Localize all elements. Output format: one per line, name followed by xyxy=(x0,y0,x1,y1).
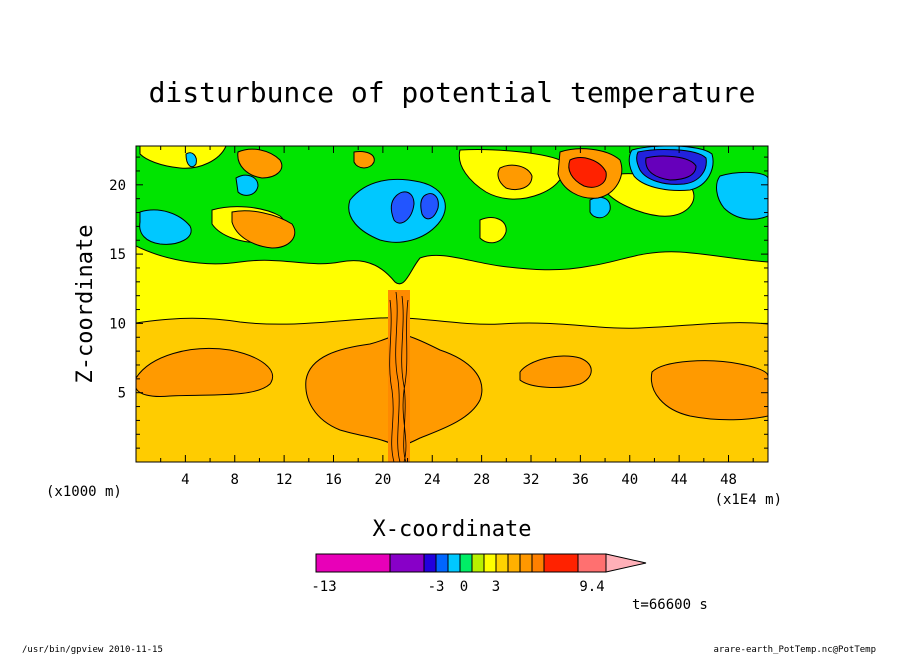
colorbar-arrow xyxy=(605,553,647,573)
colorbar-segment xyxy=(435,553,449,573)
x-tick-label: 16 xyxy=(325,472,342,488)
colorbar-segment xyxy=(389,553,425,573)
colorbar-segment xyxy=(519,553,533,573)
upper-structures xyxy=(139,146,768,249)
x-axis: 4 8 12 16 20 24 28 32 36 40 44 48 xyxy=(160,146,754,488)
lobe-right-mid xyxy=(519,355,592,388)
footer-left: /usr/bin/gpview 2010-11-15 xyxy=(22,645,163,654)
colorbar-tick-label: 3 xyxy=(492,579,500,595)
x-tick-label: 36 xyxy=(572,472,589,488)
colorbar-segment xyxy=(543,553,579,573)
y-tick-label: 20 xyxy=(109,178,126,194)
colorbar-segment xyxy=(531,553,545,573)
x-tick-label: 12 xyxy=(276,472,293,488)
x-tick-label: 24 xyxy=(424,472,441,488)
colorbar-segment xyxy=(459,553,473,573)
colorbar-tick-label: 0 xyxy=(460,579,468,595)
plot-frame xyxy=(135,145,769,463)
footer-right: arare-earth_PotTemp.nc@PotTemp xyxy=(713,645,876,654)
colorbar-tick-label: -3 xyxy=(428,579,445,595)
plume-lines xyxy=(389,291,409,462)
x-tick-label: 40 xyxy=(621,472,638,488)
colorbar-segment xyxy=(447,553,461,573)
colorbar-segment xyxy=(483,553,497,573)
y-axis: 5 10 15 20 xyxy=(109,156,768,449)
colorbar-segment xyxy=(577,553,607,573)
lobe-left xyxy=(136,347,273,397)
colorbar-tick-label: -13 xyxy=(311,579,336,595)
x-unit-right: (x1E4 m) xyxy=(715,492,782,508)
colorbar-segment xyxy=(315,553,391,573)
y-tick-label: 10 xyxy=(109,316,126,332)
lobe-right xyxy=(650,360,768,421)
x-axis-title: X-coordinate xyxy=(373,517,532,542)
time-label: t=66600 s xyxy=(632,597,708,613)
y-axis-title: Z-coordinate xyxy=(73,225,98,384)
x-tick-label: 48 xyxy=(720,472,737,488)
x-tick-label: 20 xyxy=(374,472,391,488)
chart-title: disturbunce of potential temperature xyxy=(149,76,756,109)
x-tick-label: 44 xyxy=(671,472,688,488)
x-tick-label: 8 xyxy=(231,472,239,488)
colorbar-segment xyxy=(423,553,437,573)
colorbar-segment xyxy=(495,553,509,573)
x-tick-label: 28 xyxy=(473,472,490,488)
colorbar-segment xyxy=(471,553,485,573)
x-tick-label: 32 xyxy=(523,472,540,488)
colorbar: -13 -3 0 3 9.4 xyxy=(311,553,647,595)
y-tick-label: 15 xyxy=(109,247,126,263)
contour-field xyxy=(136,146,768,462)
x-unit-left: (x1000 m) xyxy=(46,484,122,500)
x-tick-label: 4 xyxy=(181,472,189,488)
y-tick-label: 5 xyxy=(118,386,126,402)
colorbar-tick-label: 9.4 xyxy=(579,579,604,595)
colorbar-segment xyxy=(507,553,521,573)
